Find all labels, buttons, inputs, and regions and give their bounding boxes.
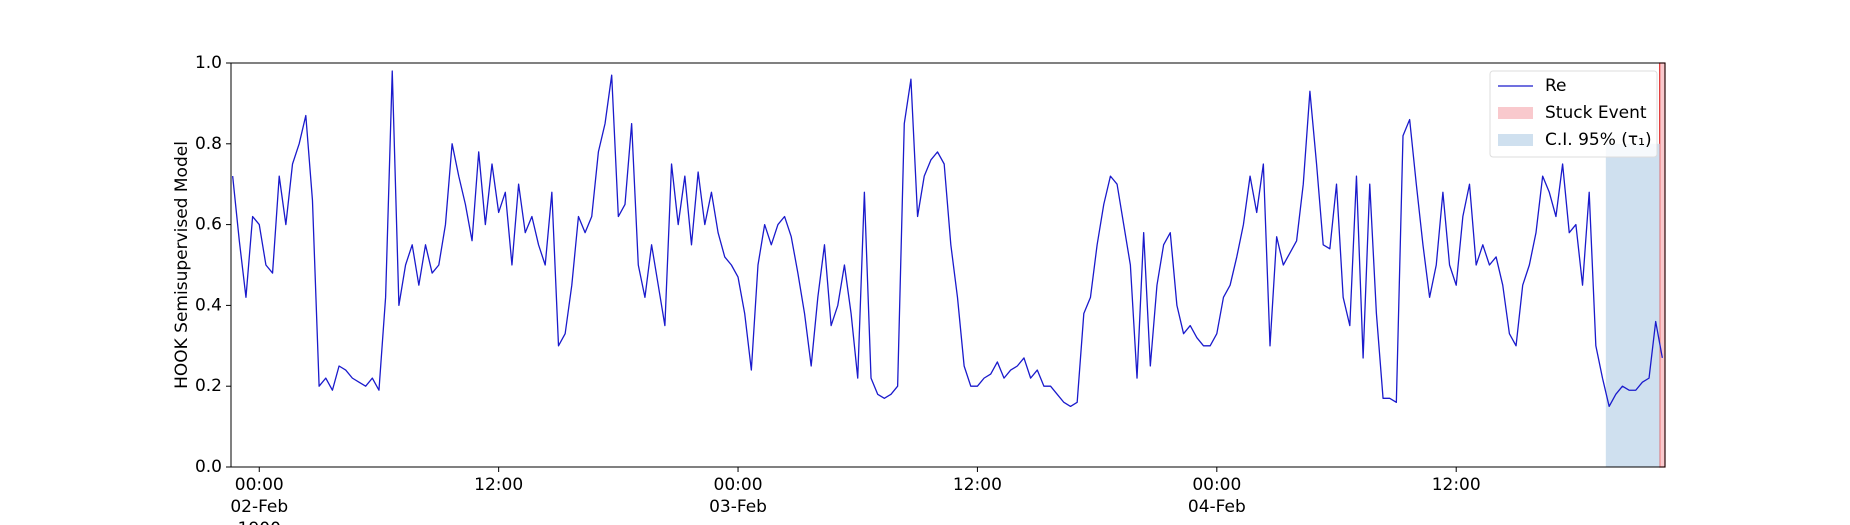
x-tick-label-line: 12:00 (1432, 475, 1481, 495)
x-tick-label-line: 1900 (238, 519, 281, 525)
x-tick-label: 12:00 (1432, 475, 1481, 495)
plot-frame (230, 62, 1666, 468)
x-tick-label: 00:00 03-Feb (709, 475, 767, 517)
x-tick-label-line: 00:00 (714, 475, 763, 495)
legend-label: C.I. 95% (τ₁) (1545, 130, 1652, 150)
y-tick-label: 0.6 (195, 215, 222, 235)
x-tick-label-line: 03-Feb (709, 497, 767, 517)
x-tick-label-line: 02-Feb (230, 497, 288, 517)
legend-label: Re (1545, 76, 1567, 96)
y-tick-label: 0.2 (195, 376, 222, 396)
y-tick-label: 1.0 (195, 53, 222, 73)
legend-label: Stuck Event (1545, 103, 1647, 123)
x-tick-label-line: 12:00 (953, 475, 1002, 495)
legend-patch (1498, 107, 1533, 119)
x-tick-label-line: 04-Feb (1188, 497, 1246, 517)
x-tick-label: 12:00 (474, 475, 523, 495)
line-series (232, 70, 1663, 408)
x-tick-label-line: 00:00 (235, 475, 284, 495)
y-tick-label: 0.0 (195, 457, 222, 477)
y-tick-label: 0.4 (195, 295, 222, 315)
x-tick-label: 12:00 (953, 475, 1002, 495)
span (1605, 143, 1660, 468)
y-axis-label: HOOK Semisupervised Model (172, 141, 192, 389)
x-tick-label-line: 12:00 (474, 475, 523, 495)
x-tick-label-line: 00:00 (1192, 475, 1241, 495)
y-tick-label: 0.8 (195, 134, 222, 154)
x-tick-label: 00:00 04-Feb (1188, 475, 1246, 517)
span (1659, 62, 1666, 468)
legend-patch (1498, 134, 1533, 146)
